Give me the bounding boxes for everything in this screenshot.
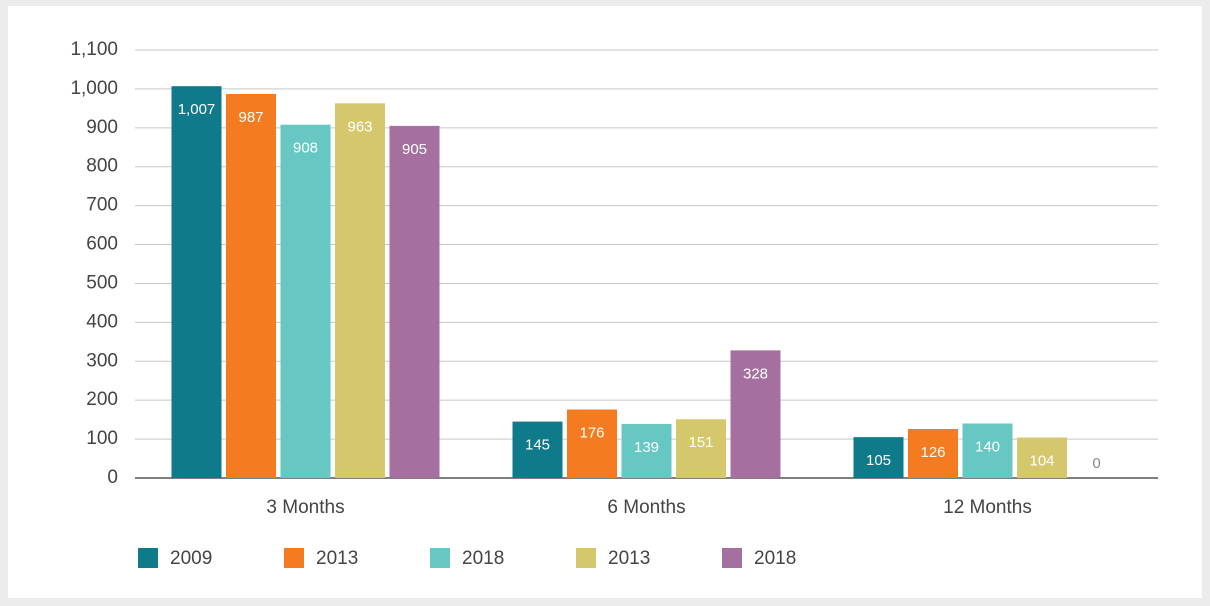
y-tick-label: 800 xyxy=(86,156,118,177)
y-tick-label: 100 xyxy=(86,428,118,449)
legend-label: 2018 xyxy=(462,548,504,569)
legend-swatch xyxy=(138,548,158,568)
y-tick-label: 300 xyxy=(86,350,118,371)
y-tick-label: 500 xyxy=(86,272,118,293)
y-tick-label: 1,100 xyxy=(70,39,118,60)
value-label: 139 xyxy=(634,439,659,456)
y-tick-label: 0 xyxy=(107,467,118,488)
value-label: 145 xyxy=(525,437,550,454)
legend-label: 2018 xyxy=(754,548,796,569)
value-label: 987 xyxy=(238,109,263,126)
legend-swatch xyxy=(284,548,304,568)
y-tick-label: 700 xyxy=(86,195,118,216)
bar xyxy=(226,93,276,478)
value-label: 151 xyxy=(688,434,713,451)
x-tick-label: 3 Months xyxy=(266,497,344,518)
bar xyxy=(567,409,617,478)
value-label: 104 xyxy=(1029,453,1054,470)
bar xyxy=(962,423,1013,478)
legend-swatch xyxy=(430,548,450,568)
value-label: 105 xyxy=(866,452,891,469)
value-label: 328 xyxy=(743,365,768,382)
value-label: 905 xyxy=(402,141,427,158)
value-label: 0 xyxy=(1092,455,1100,472)
bar xyxy=(335,103,385,479)
value-label: 963 xyxy=(347,118,372,135)
legend-swatch xyxy=(576,548,596,568)
bar xyxy=(908,428,958,478)
bar xyxy=(171,86,222,478)
legend-label: 2009 xyxy=(170,548,212,569)
value-label: 126 xyxy=(920,444,945,461)
y-tick-label: 600 xyxy=(86,234,118,255)
y-tick-label: 400 xyxy=(86,311,118,332)
value-label: 140 xyxy=(975,438,1000,455)
bar xyxy=(280,124,331,479)
bar xyxy=(853,437,904,478)
x-tick-label: 6 Months xyxy=(607,497,685,518)
bar xyxy=(676,419,726,478)
legend-label: 2013 xyxy=(608,548,650,569)
value-label: 176 xyxy=(579,424,604,441)
bar xyxy=(730,350,781,478)
x-tick-label: 12 Months xyxy=(943,497,1032,518)
legend-label: 2013 xyxy=(316,548,358,569)
y-tick-label: 1,000 xyxy=(70,78,118,99)
bar xyxy=(621,423,672,478)
bar xyxy=(1017,437,1067,478)
y-tick-label: 200 xyxy=(86,389,118,410)
bar xyxy=(389,125,440,478)
y-tick-label: 900 xyxy=(86,117,118,138)
value-label: 908 xyxy=(293,140,318,157)
value-label: 1,007 xyxy=(178,101,216,118)
legend-swatch xyxy=(722,548,742,568)
bar xyxy=(512,421,563,478)
